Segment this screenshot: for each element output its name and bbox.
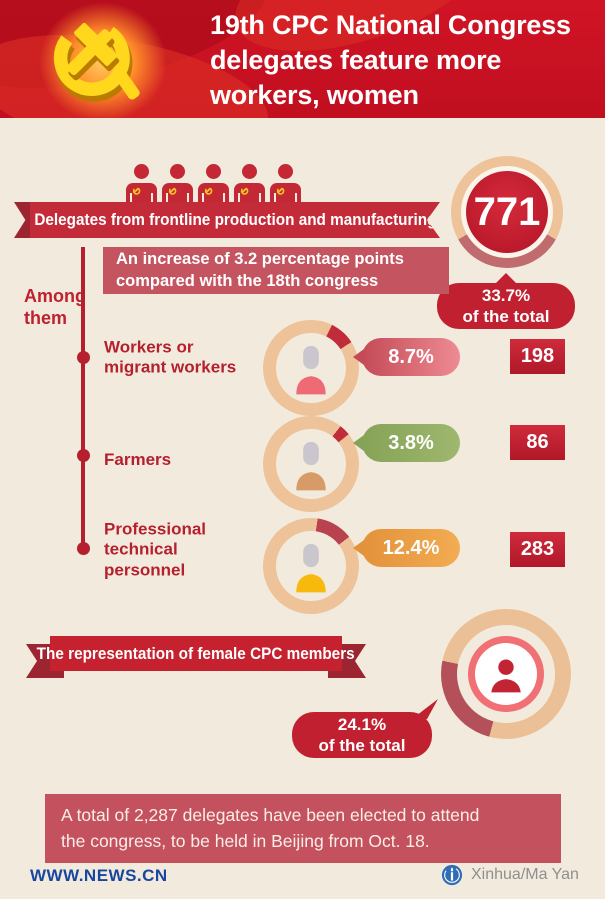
count-box: 283 — [510, 532, 565, 567]
delegate-icon — [198, 164, 229, 205]
delegate-icon — [162, 164, 193, 205]
delegate-icon — [270, 164, 301, 205]
row-label: Farmers — [104, 449, 172, 469]
frontline-ribbon-label: Delegates from frontline production and … — [33, 210, 437, 229]
count-box: 86 — [510, 425, 565, 460]
increase-note: An increase of 3.2 percentage points com… — [103, 247, 449, 294]
farmers-donut — [263, 416, 359, 512]
header-banner: 19th CPC National Congress delegates fea… — [0, 0, 605, 118]
hammer-and-sickle-icon — [53, 20, 140, 102]
frontline-donut-ring: 771 — [451, 156, 563, 268]
credit-text: Xinhua/Ma Yan — [471, 866, 579, 883]
professional-donut — [263, 518, 359, 614]
xinhua-logo-icon — [441, 864, 463, 886]
percent-bubble: 8.7% — [362, 338, 460, 376]
delegate-figures — [126, 164, 306, 205]
website-link[interactable]: WWW.NEWS.CN — [30, 866, 168, 885]
female-donut-ring — [441, 609, 571, 739]
frontline-total: 771 — [466, 171, 548, 253]
row-label: Professional technical personnel — [104, 519, 207, 580]
percent-bubble: 12.4% — [362, 529, 460, 567]
person-icon — [296, 543, 326, 593]
frontline-ribbon: Delegates from frontline production and … — [14, 202, 440, 238]
delegate-icon — [234, 164, 265, 205]
frontline-share-callout: 33.7% of the total — [437, 283, 575, 329]
percent-bubble: 3.8% — [362, 424, 460, 462]
credit: Xinhua/Ma Yan — [441, 864, 579, 886]
female-share-callout: 24.1% of the total — [292, 712, 432, 758]
person-icon — [296, 345, 326, 395]
count-box: 198 — [510, 339, 565, 374]
workers-donut — [263, 320, 359, 416]
person-icon — [296, 441, 326, 491]
among-them-label: Among them — [24, 286, 86, 328]
delegate-icon — [126, 164, 157, 205]
summary-box: A total of 2,287 delegates have been ele… — [45, 794, 561, 863]
timeline-bullet — [76, 350, 90, 364]
female-ribbon-label: The representation of female CPC members — [37, 643, 356, 663]
timeline-bullet — [76, 448, 90, 462]
page-title: 19th CPC National Congress delegates fea… — [210, 10, 571, 110]
row-label: Workers or migrant workers — [104, 337, 237, 377]
female-person-icon — [491, 659, 521, 693]
timeline-bullet — [76, 541, 90, 555]
timeline-line — [81, 247, 85, 548]
female-avatar-circle — [475, 643, 537, 705]
female-ribbon: The representation of female CPC members — [26, 636, 366, 680]
